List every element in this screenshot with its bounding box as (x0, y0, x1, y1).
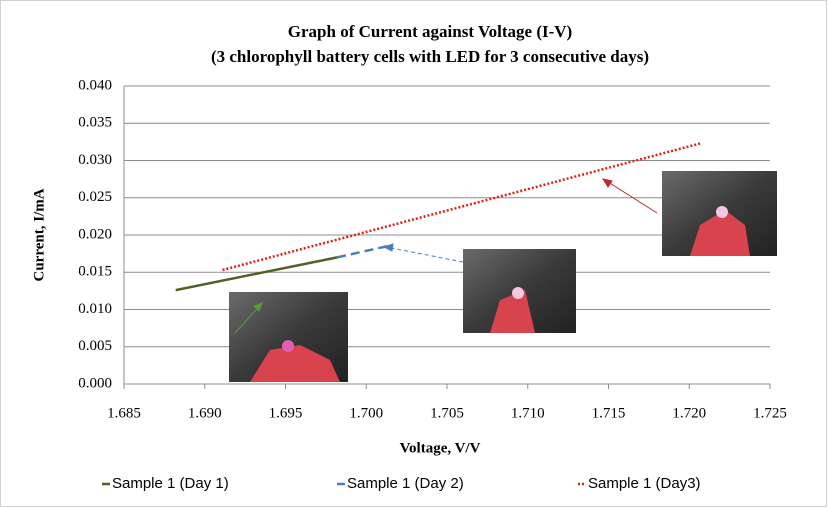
y-tick-label: 0.025 (78, 189, 112, 205)
y-tick-label: 0.015 (78, 264, 112, 280)
y-tick-label: 0.000 (78, 375, 112, 391)
x-tick-label: 1.685 (107, 405, 141, 421)
x-tick-label: 1.695 (269, 405, 303, 421)
chart: Graph of Current against Voltage (I-V) (… (0, 0, 828, 508)
y-tick-label: 0.020 (78, 226, 112, 242)
y-tick-label: 0.005 (78, 338, 112, 354)
x-tick-label: 1.720 (672, 405, 706, 421)
chart-title: Graph of Current against Voltage (I-V) (288, 22, 572, 41)
y-tick-label: 0.030 (78, 152, 112, 168)
x-tick-label: 1.725 (753, 405, 787, 421)
x-tick-label: 1.715 (592, 405, 626, 421)
x-axis-label: Voltage, V/V (400, 440, 481, 456)
legend-label: Sample 1 (Day 1) (112, 475, 229, 492)
x-tick-label: 1.705 (430, 405, 464, 421)
x-tick-label: 1.710 (511, 405, 545, 421)
photo-day1 (229, 292, 348, 382)
y-tick-label: 0.010 (78, 301, 112, 317)
y-tick-label: 0.035 (78, 115, 112, 131)
x-tick-label: 1.690 (188, 405, 222, 421)
x-tick-label: 1.700 (349, 405, 383, 421)
photo-day3 (662, 171, 777, 256)
page: {"chart_data": {"type": "line", "title":… (0, 0, 828, 508)
y-axis-label: Current, I/mA (31, 188, 47, 281)
chart-subtitle: (3 chlorophyll battery cells with LED fo… (211, 47, 649, 66)
legend-label: Sample 1 (Day 2) (347, 475, 464, 492)
legend-label: Sample 1 (Day3) (588, 475, 701, 492)
y-tick-label: 0.040 (78, 77, 112, 93)
photo-day2 (463, 249, 576, 333)
